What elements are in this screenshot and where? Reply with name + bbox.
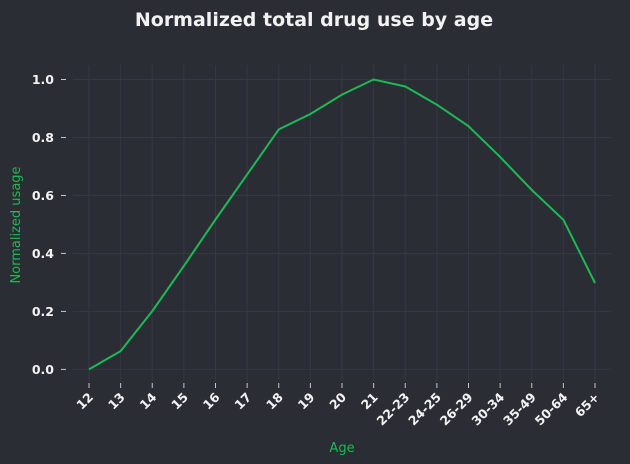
x-tick-label: 65+: [572, 390, 602, 420]
y-axis-title: Normalized usage: [9, 166, 24, 283]
x-tick-label: 18: [263, 390, 286, 413]
x-tick-label: 50-64: [532, 389, 571, 428]
x-tick-label: 26-29: [437, 390, 476, 429]
x-tick-label: 21: [358, 390, 381, 413]
x-tick-label: 20: [326, 389, 349, 412]
x-tick-label: 14: [136, 389, 159, 412]
chart-title: Normalized total drug use by age: [135, 9, 493, 31]
x-tick-label: 17: [231, 390, 254, 413]
y-tick-label: 0.8: [32, 130, 54, 145]
y-axis: 0.0 0.2 0.4 0.6 0.8 1.0: [32, 72, 66, 377]
x-axis: 12 13 14 15 16 17 18 19 20 2122-2324-2526-2930-34…: [73, 383, 602, 428]
y-tick-label: 0.4: [32, 246, 54, 261]
x-tick-label: 13: [105, 390, 128, 413]
x-tick-label: 35-49: [500, 390, 539, 429]
y-tick-label: 1.0: [32, 72, 54, 87]
x-tick-label: 30-34: [468, 389, 507, 428]
x-tick-label: 19: [295, 390, 318, 413]
x-tick-label: 16: [200, 389, 223, 412]
x-tick-label: 12: [73, 390, 96, 413]
y-tick-label: 0.2: [32, 304, 54, 319]
grid: [73, 65, 611, 381]
y-tick-label: 0.0: [32, 362, 54, 377]
x-tick-label: 15: [168, 390, 191, 413]
x-axis-title: Age: [329, 441, 354, 456]
series-line: [88, 78, 596, 371]
y-tick-label: 0.6: [32, 188, 54, 203]
x-tick-label: 22-23: [373, 390, 412, 429]
x-tick-label: 24-25: [405, 390, 444, 429]
